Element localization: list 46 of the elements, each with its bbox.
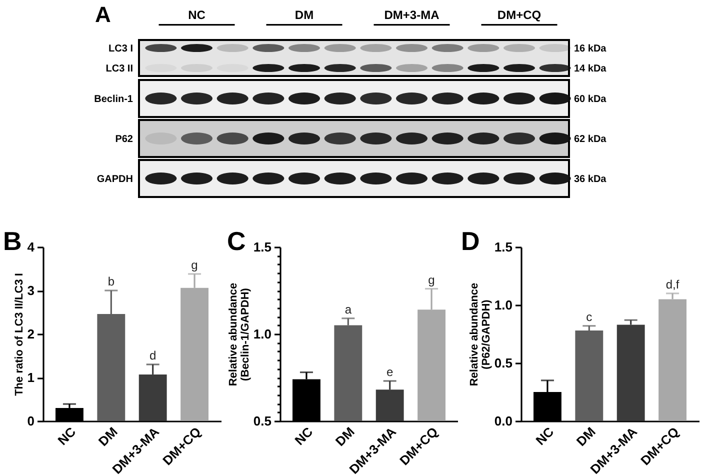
annotation: d,f	[666, 277, 680, 292]
y-tick-label: 1.5	[494, 240, 512, 254]
y-tick-label: 4	[27, 240, 36, 254]
y-tick-label: 1.0	[494, 298, 512, 312]
chart-title: B	[3, 226, 22, 256]
y-tick-label: 0.5	[494, 356, 512, 370]
y-tick-label: 0.5	[253, 414, 272, 428]
y-tick-label: 0	[27, 414, 34, 428]
category-label: DM+3-MA	[384, 8, 440, 22]
category-label: LC3 II	[106, 64, 133, 74]
category-label: 60 kDa	[574, 94, 606, 105]
text: A	[95, 2, 111, 27]
y-tick-label: 1.5	[253, 240, 272, 254]
category-label: GAPDH	[96, 174, 133, 185]
chart-title: D	[461, 226, 480, 256]
y-tick-label: 0.0	[494, 414, 512, 428]
annotation: d	[150, 348, 156, 362]
annotation: b	[108, 274, 115, 288]
category-label: 14 kDa	[574, 64, 606, 74]
bar	[616, 324, 645, 421]
y-tick-label: 1.0	[253, 326, 272, 342]
category-label: 16 kDa	[574, 44, 606, 54]
x-tick-label: NC	[54, 424, 80, 448]
annotation: g	[191, 258, 198, 272]
annotation: c	[586, 310, 592, 324]
category-label: 62 kDa	[574, 134, 606, 145]
category-label: NC	[188, 8, 206, 22]
category-label: DM+CQ	[497, 8, 542, 22]
category-label: DM	[294, 8, 314, 22]
y-tick-label: 3	[27, 283, 34, 298]
annotation: e	[386, 364, 394, 379]
y-tick-label: 2	[27, 326, 34, 342]
x-tick-label: NC	[532, 424, 558, 448]
annotation: g	[428, 272, 435, 287]
y-tick-label: 1	[27, 370, 34, 385]
x-tick-label: NC	[292, 424, 316, 448]
category-label: Beclin-1	[94, 94, 133, 105]
y-axis-title: The ratio of LC3 II/LC3 I	[13, 273, 26, 396]
bar	[575, 330, 604, 421]
y-axis-title: Relative abundance (P62/GAPDH)	[468, 282, 492, 386]
annotation: a	[344, 302, 352, 316]
y-axis-title: Relative abundance (Beclin-1/GAPDH)	[227, 282, 252, 386]
chart-title: C	[227, 226, 246, 256]
category-label: P62	[115, 134, 133, 145]
category-label: 36 kDa	[574, 174, 606, 185]
category-label: LC3 I	[108, 44, 133, 54]
